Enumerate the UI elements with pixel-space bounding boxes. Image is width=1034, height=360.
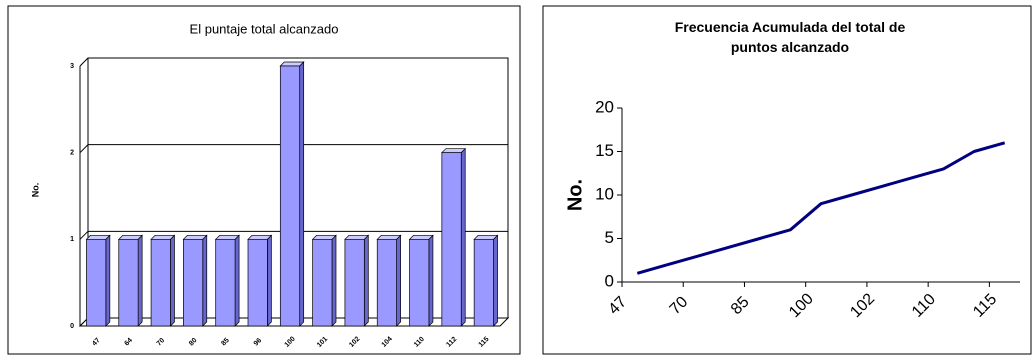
y-tick-label: 2 [70,150,74,157]
grid-line [79,57,508,67]
bar [312,238,333,327]
bar-side [234,234,240,327]
y-tick-label: 20 [595,97,614,116]
bar-side [331,234,337,327]
bar [376,238,397,327]
y-tick-label: 5 [605,228,614,247]
grid-line [79,144,508,154]
bar-side [170,234,175,327]
bar-side [363,234,369,327]
bar-side [137,234,143,327]
bar [183,238,204,327]
x-tick-label: 64 [123,337,134,348]
bar-side [267,234,272,327]
bar-side [493,234,498,327]
y-tick-label: 15 [595,141,614,160]
x-tick-label: 96 [253,337,264,348]
grid-line [79,230,508,240]
bar-side [202,234,208,327]
bar [441,152,462,327]
bar-side [460,147,466,327]
line [636,141,1006,275]
bar [247,238,268,327]
bar [279,65,301,327]
bar [118,238,139,327]
y-tick-label: 10 [595,184,614,203]
x-tick-label: 47 [91,337,102,348]
bar-side [428,234,434,327]
right-frame [542,5,1032,355]
bar-side [299,61,305,327]
bar [150,238,171,327]
x-tick-label: 85 [220,337,231,348]
y-tick-label: 0 [605,271,614,290]
x-tick-label: 80 [188,337,199,348]
bar-side [396,234,401,327]
y-tick-label: 1 [70,236,74,243]
bar [473,238,494,327]
chart-title: Frecuencia Acumulada del total de puntos … [675,19,906,55]
bar-side [105,234,111,327]
y-tick-label: 3 [70,63,74,70]
y-axis-label: No. [30,183,40,198]
bar [86,238,107,327]
bar [215,238,236,327]
y-axis-label: No. [564,179,586,211]
bar [344,238,365,327]
chart-title: El puntaje total alcanzado [190,21,339,36]
bar [409,238,430,327]
y-tick-label: 0 [70,323,74,330]
x-tick-label: 70 [156,337,167,348]
